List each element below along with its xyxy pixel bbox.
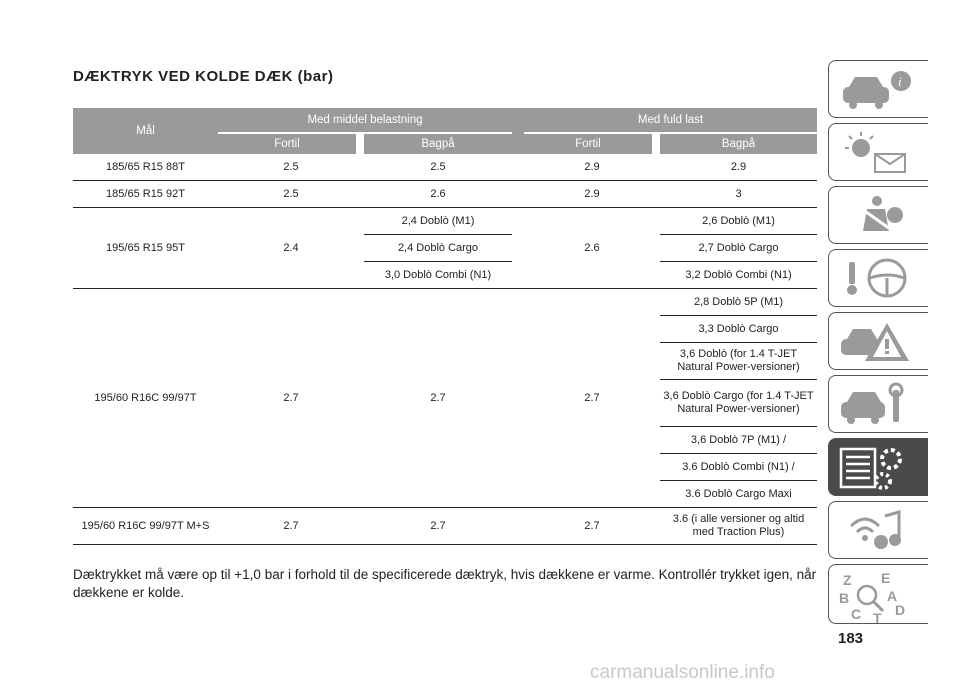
tab-maintenance[interactable] [828,375,928,433]
tab-emergency[interactable] [828,312,928,370]
emergency-icon [841,323,909,361]
cell-subvalue: 3.6 Doblò Cargo Maxi [660,481,817,508]
tab-warning-lights[interactable] [828,123,928,181]
tab-car-info[interactable]: i [828,60,928,118]
svg-text:T: T [873,610,882,623]
sub-header-bagpaa: Bagpå [660,132,817,154]
cell-maal: 195/60 R16C 99/97T M+S [73,508,218,545]
cell-subvalue: 3,0 Doblò Combi (N1) [364,262,512,289]
cell-value: 2.7 [218,508,364,545]
table-row: 185/65 R15 92T 2.5 2.6 2.9 3 [73,181,817,208]
cell-value: 2.7 [218,289,364,508]
cell-value: 2.5 [364,154,512,181]
svg-text:A: A [887,588,897,604]
col-header-maal: Mål [73,108,218,154]
warning-lights-icon [845,132,906,173]
cell-subvalue: 3,3 Doblò Cargo [660,316,817,343]
multimedia-icon [849,510,901,549]
page-title: DÆKTRYK VED KOLDE DÆK (bar) [73,68,334,85]
cell-subvalue: 3,2 Doblò Combi (N1) [660,262,817,289]
svg-text:E: E [881,570,890,586]
svg-text:D: D [895,602,905,618]
sub-header-fortil: Fortil [218,132,364,154]
tab-safety[interactable] [828,186,928,244]
tab-starting-driving[interactable] [828,249,928,307]
watermark: carmanualsonline.info [590,662,775,683]
cell-maal: 185/65 R15 92T [73,181,218,208]
tire-pressure-table: Mål Med middel belastning Med fuld last … [73,108,817,545]
specs-icon [839,447,902,490]
cell-subvalue: 2,4 Doblò (M1) [364,208,512,235]
cell-subvalue: 2,8 Doblò 5P (M1) [660,289,817,316]
tab-technical-data[interactable] [828,438,928,496]
table-header-row: Mål Med middel belastning Med fuld last [73,108,817,154]
cell-value: 2.4 [218,208,364,289]
table-row: 185/65 R15 88T 2.5 2.5 2.9 2.9 [73,154,817,181]
cell-maal: 195/65 R15 95T [73,208,218,289]
group-header-middel: Med middel belastning [218,108,512,132]
safety-icon [858,196,903,233]
steering-wheel-icon [847,258,907,298]
cell-subvalue: 3,6 Doblò (for 1.4 T-JET Natural Power-v… [660,343,817,380]
cell-subvalue: 2,7 Doblò Cargo [660,235,817,262]
cell-value: 2.7 [364,289,512,508]
group-header-fuld: Med fuld last [524,108,817,132]
cell-value: 2.6 [364,181,512,208]
cell-value: 2.7 [524,508,660,545]
page-number: 183 [838,630,864,647]
cell-value: 2.5 [218,181,364,208]
cell-subvalue: 3,6 Doblò 7P (M1) / [660,427,817,454]
table-row: 195/60 R16C 99/97T 2.7 2.7 2.7 2,8 Doblò… [73,289,817,508]
cell-value: 2.5 [218,154,364,181]
cell-value: 3.6 (i alle versioner og altid med Tract… [660,508,817,545]
cell-subvalue: 3.6 Doblò Combi (N1) / [660,454,817,481]
svg-text:i: i [898,74,902,89]
cell-value: 2.7 [364,508,512,545]
cell-maal: 195/60 R16C 99/97T [73,289,218,508]
cell-value: 2.9 [524,154,660,181]
car-info-icon: i [843,71,911,109]
cell-subvalue: 2,4 Doblò Cargo [364,235,512,262]
cell-maal: 185/65 R15 88T [73,154,218,181]
maintenance-icon [841,382,904,424]
cell-value: 3 [660,181,817,208]
svg-text:C: C [851,606,861,622]
table-row: 195/60 R16C 99/97T M+S 2.7 2.7 2.7 3.6 (… [73,508,817,545]
sub-header-bagpaa: Bagpå [364,132,512,154]
cell-subvalue: 2,6 Doblò (M1) [660,208,817,235]
cell-subvalue: 3,6 Doblò Cargo (for 1.4 T-JET Natural P… [660,380,817,427]
svg-text:B: B [839,590,849,606]
table-subheader-row: Fortil Bagpå Fortil Bagpå [73,132,817,154]
svg-text:Z: Z [843,572,852,588]
tab-multimedia[interactable] [828,501,928,559]
note-paragraph: Dæktrykket må være op til +1,0 bar i for… [73,567,817,600]
cell-value: 2.7 [524,289,660,508]
cell-value: 2.9 [524,181,660,208]
index-icon: Z E B A C DT [839,570,905,623]
cell-value: 2.6 [524,208,660,289]
cell-value: 2.9 [660,154,817,181]
sub-header-fortil: Fortil [524,132,660,154]
table-row: 195/65 R15 95T 2.4 2,4 Doblò (M1) 2.6 2,… [73,208,817,289]
